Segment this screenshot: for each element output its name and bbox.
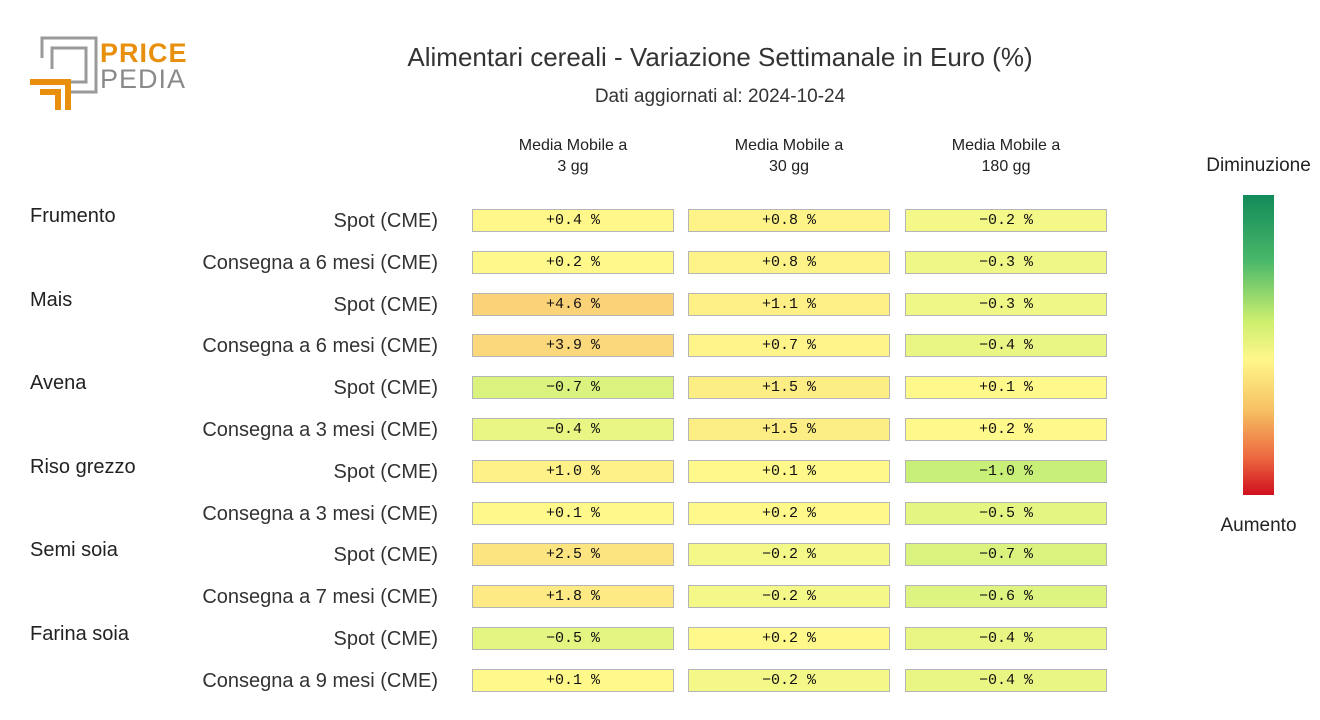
heatmap-cell: +0.8 % — [688, 209, 890, 232]
heatmap-cell: +1.5 % — [688, 376, 890, 400]
column-header-line: 3 gg — [557, 158, 589, 175]
heatmap-cell: −0.4 % — [905, 334, 1107, 358]
group-label: Riso grezzo — [30, 455, 136, 478]
heatmap-cell: −0.2 % — [688, 543, 890, 567]
column-header: Media Mobile a 180 gg — [905, 135, 1107, 177]
heatmap-cell: +3.9 % — [472, 334, 674, 358]
row-label: Spot (CME) — [333, 377, 438, 400]
heatmap-cell: +0.8 % — [688, 250, 890, 274]
row-label: Consegna a 3 mesi (CME) — [202, 419, 438, 441]
color-scale-bar — [1243, 195, 1274, 495]
group-label: Semi soia — [30, 539, 118, 562]
heatmap-cell: +0.4 % — [472, 209, 674, 232]
column-header-line: Media Mobile a — [518, 137, 628, 154]
heatmap-cell: −0.3 % — [905, 292, 1107, 316]
heatmap-cell: −0.6 % — [905, 585, 1107, 609]
column-header-line: 180 gg — [981, 158, 1031, 175]
heatmap-cell: +2.5 % — [472, 543, 674, 567]
heatmap-cell: −0.4 % — [905, 668, 1107, 692]
heatmap-cell: +0.1 % — [472, 501, 674, 525]
group-label: Farina soia — [30, 623, 129, 645]
chart-title: Alimentari cereali - Variazione Settiman… — [407, 42, 1033, 72]
row-label: Consegna a 3 mesi (CME) — [202, 502, 438, 525]
group-label: Frumento — [30, 205, 116, 227]
heatmap-cell: −0.4 % — [472, 418, 674, 441]
heatmap-cell: +1.0 % — [472, 459, 674, 483]
row-label: Consegna a 6 mesi (CME) — [202, 251, 438, 274]
row-label: Spot (CME) — [333, 460, 438, 483]
column-header: Media Mobile a 3 gg — [472, 135, 674, 177]
heatmap-cell: +1.1 % — [688, 292, 890, 316]
heatmap-cell: +0.1 % — [472, 668, 674, 692]
heatmap-cell: −0.2 % — [688, 585, 890, 609]
heatmap-cell: +1.8 % — [472, 585, 674, 609]
logo-mark-icon — [30, 36, 98, 110]
chart-subtitle: Dati aggiornati al: 2024-10-24 — [594, 86, 846, 107]
heatmap-cell: +0.2 % — [688, 627, 890, 650]
row-label: Consegna a 7 mesi (CME) — [202, 586, 438, 609]
column-header-line: 30 gg — [768, 158, 810, 175]
column-header: Media Mobile a 30 gg — [688, 135, 890, 177]
heatmap-cell: +4.6 % — [472, 292, 674, 316]
heatmap-cell: +1.5 % — [688, 418, 890, 441]
heatmap-cell: −0.4 % — [905, 627, 1107, 650]
pricepedia-logo: PRICE PEDIA — [28, 36, 188, 112]
heatmap-cell: +0.2 % — [688, 501, 890, 525]
heatmap-cell: +0.2 % — [905, 418, 1107, 441]
row-label: Consegna a 9 mesi (CME) — [202, 669, 438, 692]
heatmap-cell: −1.0 % — [905, 459, 1107, 483]
column-header-line: Media Mobile a — [734, 137, 844, 154]
logo-price-text: PRICE — [100, 38, 188, 68]
logo-pedia-text: PEDIA — [100, 64, 187, 94]
row-label: Spot (CME) — [333, 628, 438, 650]
heatmap-cell: +0.2 % — [472, 250, 674, 274]
heatmap-cell: −0.5 % — [905, 501, 1107, 525]
heatmap-cell: −0.2 % — [905, 209, 1107, 232]
heatmap-cell: −0.7 % — [472, 376, 674, 400]
legend-bottom-label: Aumento — [1220, 515, 1297, 536]
heatmap-cell: −0.3 % — [905, 250, 1107, 274]
row-label: Spot (CME) — [333, 210, 438, 232]
group-label: Avena — [30, 372, 87, 395]
heatmap-cell: −0.2 % — [688, 668, 890, 692]
heatmap-cell: −0.5 % — [472, 627, 674, 650]
legend-top-label: Diminuzione — [1206, 155, 1311, 176]
heatmap-cell: +0.1 % — [688, 459, 890, 483]
column-header-line: Media Mobile a — [951, 137, 1061, 154]
row-label: Spot (CME) — [333, 293, 438, 316]
heatmap-cell: −0.7 % — [905, 543, 1107, 567]
group-label: Mais — [30, 288, 73, 311]
row-label: Spot (CME) — [333, 544, 438, 567]
row-label: Consegna a 6 mesi (CME) — [202, 335, 438, 358]
heatmap-cell: +0.7 % — [688, 334, 890, 358]
heatmap-cell: +0.1 % — [905, 376, 1107, 400]
